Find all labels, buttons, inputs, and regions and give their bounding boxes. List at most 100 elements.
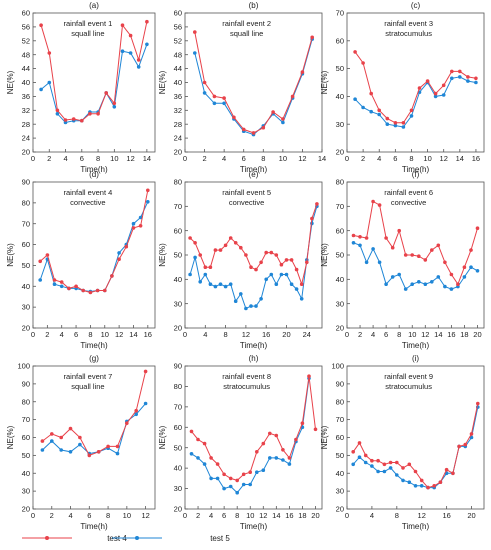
data-point [469, 248, 473, 252]
data-point [451, 471, 455, 476]
x-tick-label: 16 [285, 511, 293, 520]
data-point [96, 112, 100, 116]
data-point [423, 282, 428, 287]
data-point [443, 260, 447, 265]
data-point [125, 421, 129, 426]
data-point [281, 117, 285, 121]
data-point [47, 51, 52, 55]
y-tick-label: 24 [174, 134, 182, 143]
series-line [40, 21, 148, 122]
data-point [407, 480, 412, 485]
data-point [456, 282, 460, 287]
y-tick-label: 30 [336, 120, 344, 129]
y-tick-label: 30 [174, 299, 182, 308]
data-point [249, 304, 253, 308]
data-point [268, 431, 272, 436]
y-tick-label: 50 [336, 451, 344, 460]
data-point [294, 437, 298, 442]
data-point [264, 250, 269, 255]
data-point [203, 272, 208, 277]
y-tick-label: 30 [336, 299, 344, 308]
data-point [377, 112, 382, 117]
data-point [310, 35, 315, 40]
data-point [279, 272, 284, 277]
x-tick-label: 8 [261, 154, 265, 163]
series-line [39, 190, 149, 294]
x-tick-label: 12 [440, 154, 448, 163]
y-tick-label: 40 [174, 464, 182, 473]
data-point [299, 297, 304, 301]
y-axis-label: NE(%) [320, 70, 329, 94]
panel-subtitle: squall line [71, 382, 104, 391]
data-point [68, 426, 73, 431]
x-tick-label: 10 [123, 511, 131, 520]
y-tick-label: 20 [336, 324, 344, 333]
data-point [208, 265, 213, 270]
data-point [59, 448, 63, 452]
x-tick-label: 2 [202, 154, 206, 163]
x-tick-label: 20 [311, 511, 319, 520]
data-point [254, 470, 259, 475]
data-point [134, 412, 138, 417]
data-point [294, 287, 299, 291]
data-point [474, 80, 478, 85]
panel-subtitle: stratocumulus [385, 382, 432, 391]
data-point [213, 284, 218, 289]
x-tick-label: 16 [442, 511, 450, 520]
y-axis-label: NE(%) [6, 425, 15, 449]
data-point [264, 277, 269, 282]
data-point [409, 108, 414, 113]
data-point [357, 455, 362, 460]
data-point [222, 96, 226, 100]
data-point [117, 257, 121, 262]
y-axis-label: NE(%) [158, 425, 167, 449]
data-point [248, 470, 252, 475]
data-point [274, 456, 279, 460]
data-point [417, 280, 421, 284]
data-point [310, 216, 314, 221]
data-point [407, 462, 412, 467]
x-tick-label: 6 [242, 154, 246, 163]
x-axis-label: Time(h) [240, 341, 268, 350]
panel-subtitle: convective [391, 198, 426, 207]
data-point [88, 290, 93, 295]
data-point [269, 272, 274, 277]
x-tick-label: 14 [143, 154, 151, 163]
data-point [202, 80, 207, 85]
x-tick-label: 4 [63, 154, 67, 163]
legend-marker [45, 536, 49, 540]
y-tick-label: 50 [22, 261, 30, 270]
data-point [261, 468, 266, 473]
y-tick-label: 50 [174, 251, 182, 260]
y-axis-label: NE(%) [158, 70, 167, 94]
x-tick-label: 6 [393, 154, 397, 163]
data-point [254, 304, 258, 308]
y-tick-label: 50 [174, 443, 182, 452]
y-tick-label: 40 [336, 469, 344, 478]
data-point [410, 282, 415, 287]
data-point [59, 284, 64, 289]
x-tick-label: 24 [303, 330, 311, 339]
x-tick-label: 12 [418, 511, 426, 520]
data-point [289, 282, 294, 287]
data-point [433, 91, 438, 96]
data-point [71, 117, 76, 121]
series-line [353, 200, 478, 286]
x-tick-label: 14 [129, 330, 137, 339]
data-point [244, 306, 248, 311]
data-point [463, 442, 468, 447]
data-point [417, 254, 421, 258]
data-point [52, 278, 57, 282]
x-tick-label: 8 [96, 154, 100, 163]
data-point [388, 466, 393, 470]
panel-title: rainfall event 7 [64, 372, 113, 381]
data-point [68, 450, 73, 454]
data-point [377, 108, 382, 113]
legend-label: test 5 [210, 534, 230, 543]
data-point [38, 278, 42, 282]
data-point [269, 250, 274, 255]
data-point [81, 288, 85, 293]
y-tick-label: 70 [336, 415, 344, 424]
x-tick-label: 4 [60, 330, 64, 339]
